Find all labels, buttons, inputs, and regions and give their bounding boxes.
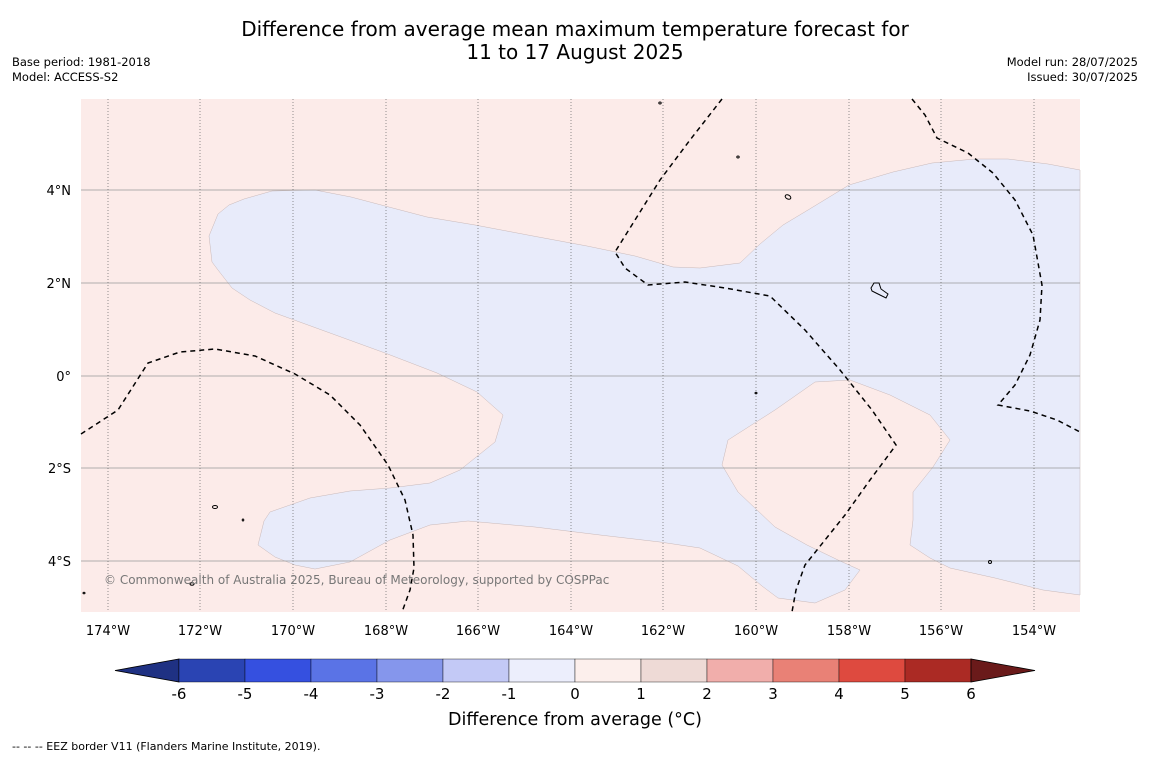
lon-label: 162°W bbox=[641, 624, 685, 639]
model-name: Model: ACCESS-S2 bbox=[12, 70, 119, 84]
colorbar-segment bbox=[772, 658, 840, 683]
colorbar-tick: -1 bbox=[502, 685, 517, 700]
lat-label: 2°S bbox=[48, 462, 71, 477]
colorbar-extend-low bbox=[114, 658, 180, 683]
colorbar-segment bbox=[706, 658, 774, 683]
colorbar bbox=[114, 658, 1036, 683]
islands bbox=[82, 101, 992, 595]
colorbar-segment bbox=[376, 658, 444, 683]
map-copyright: © Commonwealth of Australia 2025, Bureau… bbox=[104, 573, 609, 587]
colorbar-tick: 1 bbox=[636, 685, 646, 700]
lon-label: 170°W bbox=[271, 624, 315, 639]
lon-label: 168°W bbox=[364, 624, 408, 639]
base-period: Base period: 1981-2018 bbox=[12, 55, 151, 69]
colorbar-tick: -3 bbox=[370, 685, 385, 700]
colorbar-tick: -5 bbox=[238, 685, 253, 700]
lon-label: 158°W bbox=[827, 624, 871, 639]
lon-label: 156°W bbox=[919, 624, 963, 639]
colorbar-segment bbox=[178, 658, 246, 683]
colorbar-segment bbox=[508, 658, 576, 683]
colorbar-segment bbox=[442, 658, 510, 683]
title-line-2: 11 to 17 August 2025 bbox=[466, 40, 684, 64]
colorbar-label: Difference from average (°C) bbox=[448, 710, 702, 730]
lat-label: 4°N bbox=[47, 184, 72, 199]
lon-label: 160°W bbox=[734, 624, 778, 639]
colorbar-tick: 6 bbox=[966, 685, 976, 700]
colorbar-tick: 3 bbox=[768, 685, 778, 700]
colorbar-extend-high bbox=[970, 658, 1036, 683]
colorbar-tick: -6 bbox=[172, 685, 187, 700]
colorbar-tick: 5 bbox=[900, 685, 910, 700]
lon-label: 166°W bbox=[456, 624, 500, 639]
eez-borders bbox=[80, 98, 1081, 613]
cool-region-main bbox=[208, 158, 1081, 604]
colorbar-tick: 4 bbox=[834, 685, 844, 700]
lat-label: 2°N bbox=[47, 277, 72, 292]
model-run: Model run: 28/07/2025 bbox=[1006, 55, 1138, 69]
colorbar-segment bbox=[310, 658, 378, 683]
colorbar-segment bbox=[838, 658, 906, 683]
lon-label: 164°W bbox=[549, 624, 593, 639]
lat-label: 0° bbox=[56, 370, 71, 385]
lat-labels: 4°N 2°N 0° 2°S 4°S bbox=[47, 184, 72, 570]
colorbar-tick: -4 bbox=[304, 685, 319, 700]
title-line-1: Difference from average mean maximum tem… bbox=[241, 17, 909, 41]
meta-left: Base period: 1981-2018 Model: ACCESS-S2 bbox=[12, 55, 151, 85]
colorbar-tick: -2 bbox=[436, 685, 451, 700]
colorbar-tick: 2 bbox=[702, 685, 712, 700]
meta-right: Model run: 28/07/2025 Issued: 30/07/2025 bbox=[1007, 55, 1138, 85]
map-figure: © Commonwealth of Australia 2025, Bureau… bbox=[47, 98, 1081, 700]
lon-label: 154°W bbox=[1012, 624, 1056, 639]
colorbar-segment bbox=[904, 658, 972, 683]
lon-label: 174°W bbox=[86, 624, 130, 639]
footnote: -- -- -- EEZ border V11 (Flanders Marine… bbox=[12, 740, 321, 753]
lon-labels: 174°W 172°W 170°W 168°W 166°W 164°W 162°… bbox=[86, 624, 1056, 639]
lat-label: 4°S bbox=[48, 555, 71, 570]
map-title: Difference from average mean maximum tem… bbox=[0, 18, 1150, 64]
colorbar-segment bbox=[244, 658, 312, 683]
colorbar-tick-labels: -6 -5 -4 -3 -2 -1 0 1 2 3 4 5 6 bbox=[172, 685, 976, 700]
lat-gridlines bbox=[81, 189, 1080, 562]
colorbar-segment bbox=[574, 658, 642, 683]
issued-date: Issued: 30/07/2025 bbox=[1027, 70, 1138, 84]
colorbar-tick: 0 bbox=[570, 685, 580, 700]
lon-label: 172°W bbox=[178, 624, 222, 639]
colorbar-segment bbox=[640, 658, 708, 683]
